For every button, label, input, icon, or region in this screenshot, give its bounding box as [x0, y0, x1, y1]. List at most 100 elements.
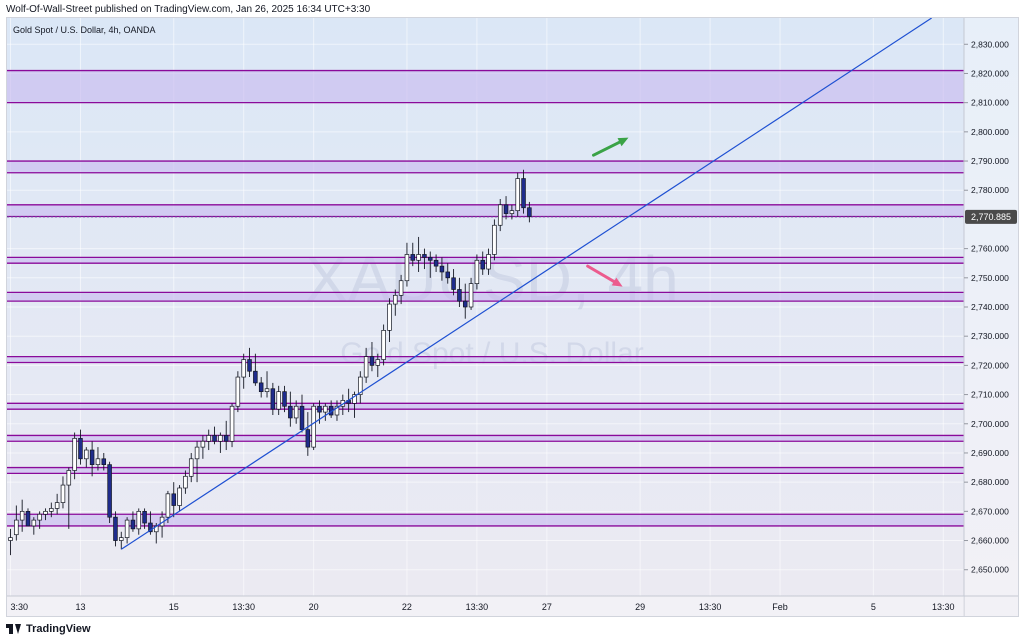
price-tick-label: 2,710.000: [971, 390, 1009, 400]
candle-body: [235, 376, 241, 407]
candle-down: [299, 394, 305, 433]
time-tick-label: 27: [542, 602, 552, 612]
time-axis[interactable]: [7, 596, 964, 616]
candle-down: [253, 353, 258, 386]
candle-body: [253, 370, 258, 384]
candle-body: [14, 519, 19, 536]
last-price-tag-bg: [965, 209, 1017, 224]
candle-up: [183, 470, 188, 494]
candle-down: [25, 508, 31, 527]
candle-body: [270, 388, 276, 410]
time-tick-label: 3:30: [11, 602, 29, 612]
zone-band: [7, 257, 964, 264]
time-tick-label: 29: [635, 602, 645, 612]
candle-down: [247, 347, 252, 378]
candle-body: [218, 435, 223, 442]
time-tick-label: 13:30: [932, 602, 955, 612]
candle-body: [468, 283, 474, 308]
candle-up: [49, 502, 54, 518]
candle-down: [101, 452, 107, 471]
candle-body: [66, 470, 72, 486]
candle-body: [258, 382, 264, 393]
candle-up: [375, 353, 381, 378]
arrow-up-icon: [592, 137, 629, 157]
candle-up: [358, 371, 363, 404]
price-tick-label: 2,700.000: [971, 419, 1009, 429]
chart-title: Gold Spot / U.S. Dollar, 4h, OANDA: [13, 25, 156, 35]
candle-body: [416, 254, 421, 261]
candle-down: [107, 461, 112, 524]
candle-up: [404, 242, 410, 287]
last-price-tag: 2,770.885: [965, 209, 1017, 224]
candle-body: [311, 405, 316, 448]
candle-body: [282, 391, 287, 407]
candle-body: [229, 405, 235, 442]
candle-body: [72, 438, 77, 471]
candle-body: [200, 440, 206, 448]
trendline[interactable]: [120, 18, 932, 550]
candle-up: [84, 447, 89, 468]
candle-up: [474, 254, 480, 290]
candle-down: [288, 391, 293, 427]
candle-up: [492, 219, 497, 261]
candle-body: [305, 429, 311, 448]
candle-down: [282, 385, 287, 413]
candle-down: [480, 251, 485, 275]
candle-body: [95, 458, 101, 465]
time-tick-label: 5: [871, 602, 876, 612]
candle-body: [527, 207, 532, 217]
price-tick-label: 2,730.000: [971, 331, 1009, 341]
candle-body: [37, 513, 42, 521]
candle-body: [171, 493, 176, 506]
candle-up: [66, 467, 72, 529]
price-axis[interactable]: [964, 18, 1018, 616]
candle-body: [404, 254, 410, 282]
candle-body: [363, 356, 369, 378]
candles: [8, 169, 532, 556]
candle-up: [293, 400, 299, 424]
candle-up: [60, 476, 66, 509]
candle-up: [200, 435, 206, 459]
candle-body: [136, 510, 142, 530]
candle-body: [509, 210, 515, 214]
candle-body: [25, 510, 31, 527]
chart-area[interactable]: XAUUSD, 4h Gold Spot / U.S. Dollar 2,650…: [6, 17, 1019, 617]
candle-up: [509, 204, 515, 220]
watermark-description: Gold Spot / U.S. Dollar: [340, 337, 643, 370]
zone-band: [7, 467, 964, 474]
price-tick-label: 2,740.000: [971, 302, 1009, 312]
candle-body: [369, 356, 375, 366]
candle-body: [130, 519, 136, 530]
candle-body: [497, 204, 503, 226]
candle-body: [375, 359, 381, 366]
candle-down: [223, 420, 229, 451]
candle-body: [398, 280, 404, 296]
candle-body: [247, 359, 252, 372]
price-tick-label: 2,680.000: [971, 477, 1009, 487]
candle-up: [194, 441, 200, 483]
price-tick-label: 2,750.000: [971, 273, 1009, 283]
candle-down: [428, 251, 433, 278]
time-tick-label: 13:30: [466, 602, 489, 612]
watermark-symbol: XAUUSD, 4h: [305, 243, 678, 315]
candlestick-chart[interactable]: XAUUSD, 4h Gold Spot / U.S. Dollar 2,650…: [7, 18, 1018, 616]
candle-body: [78, 438, 83, 460]
zone-band: [7, 161, 964, 173]
candle-body: [428, 257, 433, 261]
candle-body: [352, 394, 357, 404]
candle-body: [276, 391, 281, 410]
candle-body: [107, 464, 112, 518]
candle-body: [288, 405, 293, 419]
candle-body: [264, 388, 270, 393]
candle-body: [521, 178, 526, 209]
candle-down: [521, 169, 526, 214]
time-tick-label: 20: [309, 602, 319, 612]
tradingview-brand[interactable]: TradingView: [6, 623, 91, 635]
time-tick-label: 13:30: [699, 602, 722, 612]
arrow-shaft: [586, 264, 616, 284]
candle-body: [8, 537, 13, 541]
candle-up: [363, 347, 369, 383]
candle-up: [515, 172, 520, 217]
candle-body: [113, 516, 118, 541]
candle-down: [78, 429, 83, 465]
